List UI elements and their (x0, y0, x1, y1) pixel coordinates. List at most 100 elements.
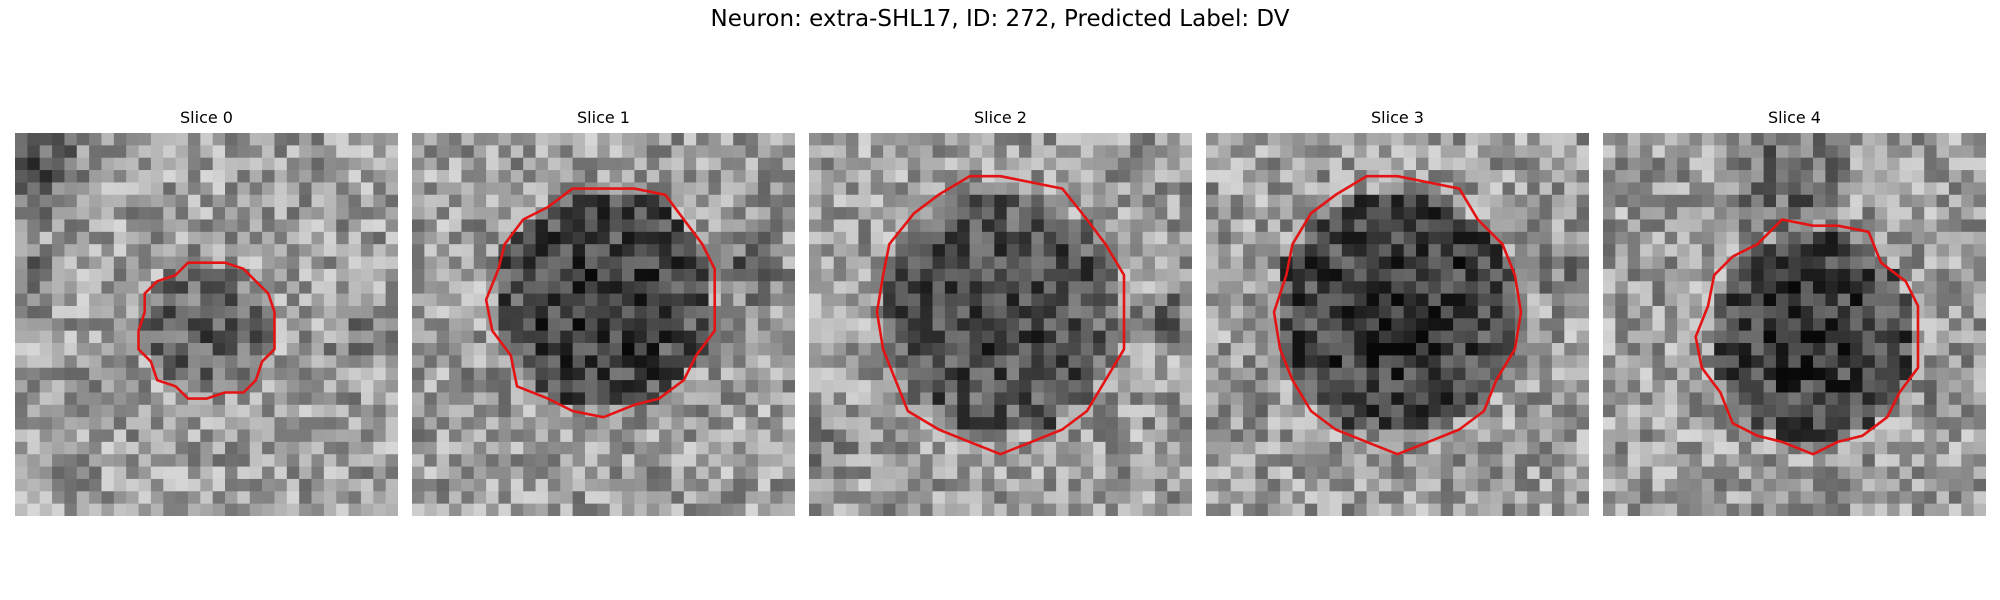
pixel-cell (1788, 429, 1802, 443)
pixel-cell (1490, 219, 1503, 233)
pixel-cell (498, 491, 512, 505)
pixel-cell (957, 182, 971, 196)
pixel-cell (1006, 478, 1020, 492)
pixel-cell (1428, 392, 1442, 406)
pixel-cell (1142, 281, 1156, 295)
pixel-cell (262, 244, 275, 257)
pixel-cell (1502, 145, 1516, 159)
pixel-cell (1280, 503, 1293, 516)
pixel-cell (1006, 367, 1020, 381)
pixel-cell (424, 392, 438, 406)
pixel-cell (957, 343, 971, 356)
pixel-cell (1924, 503, 1937, 516)
pixel-cell (200, 293, 214, 307)
pixel-cell (1701, 441, 1715, 455)
pixel-cell (1465, 281, 1479, 295)
pixel-cell (1502, 380, 1516, 393)
pixel-cell (249, 343, 263, 356)
pixel-cell (671, 157, 685, 171)
pixel-cell (1105, 293, 1119, 307)
pixel-cell (348, 145, 362, 159)
pixel-cell (1453, 133, 1466, 146)
pixel-cell (89, 182, 102, 196)
pixel-cell (1354, 244, 1368, 257)
pixel-cell (473, 466, 487, 480)
pixel-cell (1366, 417, 1380, 430)
pixel-cell (311, 417, 325, 430)
pixel-cell (745, 441, 759, 455)
pixel-cell (1167, 367, 1181, 381)
pixel-cell (708, 133, 722, 146)
pixel-cell (708, 454, 722, 467)
pixel-cell (1130, 281, 1143, 295)
pixel-cell (15, 293, 28, 307)
pixel-cell (1080, 244, 1094, 257)
pixel-cell (720, 491, 734, 505)
pixel-cell (1031, 231, 1045, 245)
pixel-cell (1948, 318, 1962, 332)
pixel-cell (348, 133, 362, 146)
pixel-cell (1465, 404, 1479, 418)
pixel-cell (1031, 256, 1045, 270)
pixel-cell (1911, 417, 1925, 430)
pixel-cell (1850, 380, 1863, 393)
pixel-cell (1973, 404, 1986, 418)
pixel-cell (1514, 207, 1528, 220)
pixel-cell (27, 157, 41, 171)
pixel-cell (385, 441, 398, 455)
pixel-cell (1850, 194, 1863, 208)
pixel-cell (1117, 194, 1131, 208)
pixel-cell (1551, 293, 1565, 307)
pixel-cell (1800, 491, 1814, 505)
pixel-cell (523, 157, 536, 171)
pixel-cell (1280, 256, 1293, 270)
pixel-cell (1701, 491, 1715, 505)
pixel-cell (150, 454, 164, 467)
pixel-cell (473, 219, 487, 233)
pixel-cell (76, 343, 90, 356)
pixel-cell (745, 145, 759, 159)
pixel-cell (373, 281, 387, 295)
pixel-cell (920, 491, 933, 505)
pixel-cell (150, 417, 164, 430)
pixel-cell (535, 182, 549, 196)
pixel-cell (101, 281, 115, 295)
pixel-cell (1652, 219, 1666, 233)
pixel-cell (262, 157, 275, 171)
pixel-cell (671, 441, 685, 455)
pixel-cell (89, 343, 102, 356)
slice-title-2: Slice 2 (974, 108, 1027, 127)
pixel-cell (1551, 318, 1565, 332)
pixel-cell (424, 380, 438, 393)
pixel-cell (1652, 194, 1666, 208)
pixel-cell (609, 219, 623, 233)
pixel-cell (770, 244, 784, 257)
pixel-cell (126, 145, 139, 159)
pixel-cell (1714, 466, 1727, 480)
pixel-cell (27, 182, 41, 196)
pixel-cell (1664, 133, 1678, 146)
pixel-cell (535, 491, 549, 505)
pixel-cell (597, 207, 611, 220)
pixel-cell (286, 343, 300, 356)
pixel-cell (1218, 404, 1232, 418)
pixel-cell (1477, 145, 1491, 159)
pixel-cell (895, 194, 909, 208)
pixel-cell (473, 268, 487, 282)
pixel-cell (1416, 182, 1429, 196)
pixel-cell (1391, 367, 1405, 381)
pixel-cell (274, 194, 288, 208)
pixel-cell (572, 293, 586, 307)
pixel-cell (609, 157, 623, 171)
pixel-cell (1751, 194, 1765, 208)
pixel-cell (770, 219, 784, 233)
pixel-cell (1936, 417, 1950, 430)
pixel-cell (1317, 256, 1330, 270)
pixel-cell (138, 466, 152, 480)
pixel-cell (187, 170, 201, 183)
pixel-cell (1825, 318, 1839, 332)
pixel-cell (1378, 491, 1392, 505)
pixel-cell (299, 367, 312, 381)
pixel-cell (1514, 355, 1528, 369)
pixel-cell (1615, 244, 1629, 257)
